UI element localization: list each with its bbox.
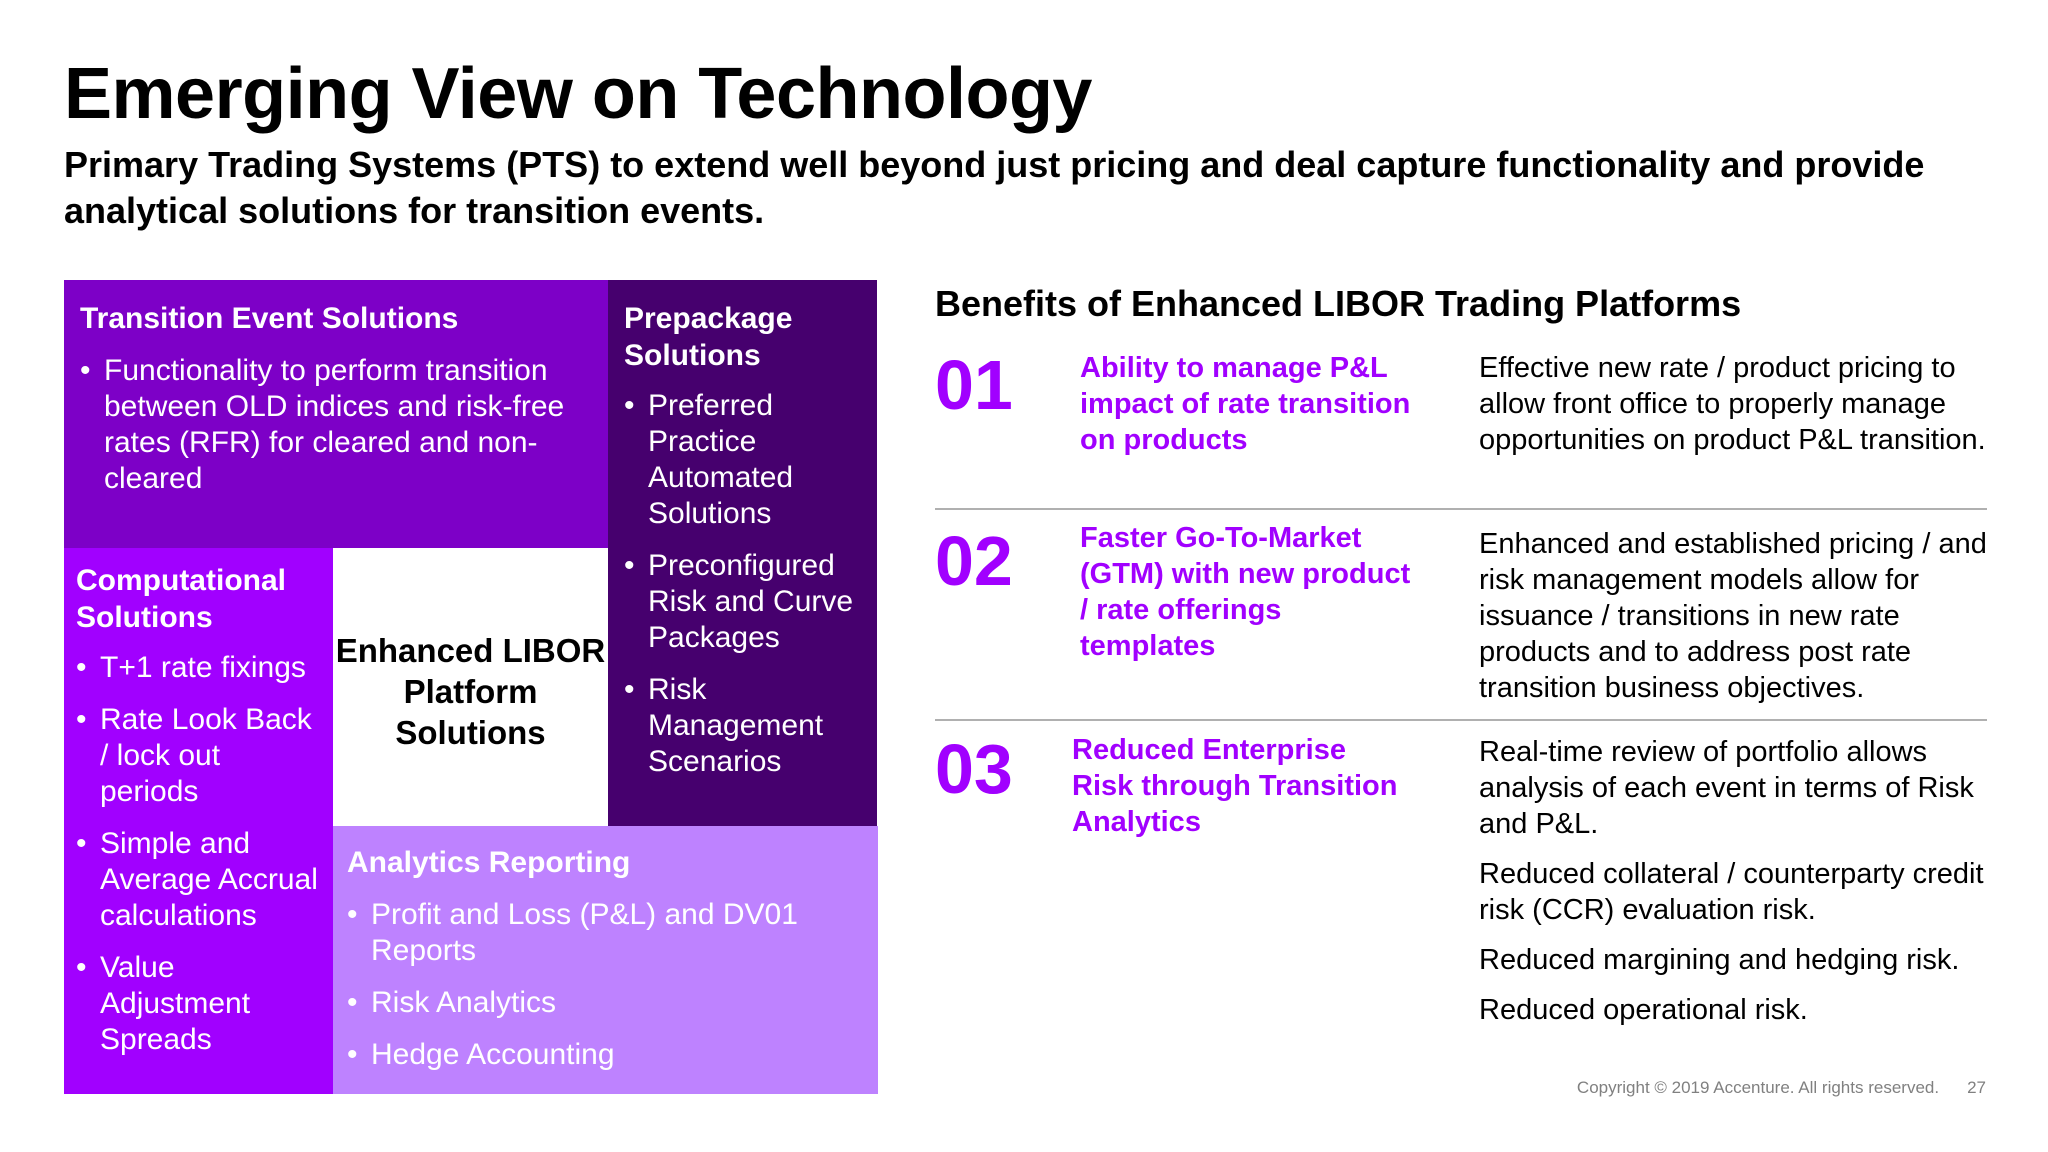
page-title: Emerging View on Technology bbox=[64, 54, 1092, 134]
list-item: Preferred Practice Automated Solutions bbox=[624, 388, 867, 532]
transition-event-list: Functionality to perform transition betw… bbox=[80, 353, 590, 497]
benefit-row: 01 Ability to manage P&L impact of rate … bbox=[935, 346, 1987, 506]
benefit-label: Ability to manage P&L impact of rate tra… bbox=[1080, 352, 1411, 456]
benefits-heading: Benefits of Enhanced LIBOR Trading Platf… bbox=[935, 283, 1742, 324]
page-number: 27 bbox=[1967, 1078, 1986, 1097]
benefit-label: Faster Go-To-Market (GTM) with new produ… bbox=[1080, 522, 1411, 662]
benefit-number: 02 bbox=[935, 522, 1013, 600]
computational-list: T+1 rate fixings Rate Look Back / lock o… bbox=[76, 650, 325, 1058]
list-item: T+1 rate fixings bbox=[76, 650, 325, 686]
benefit-row: 03 Reduced Enterprise Risk through Trans… bbox=[935, 728, 1987, 1048]
list-item: Functionality to perform transition betw… bbox=[80, 353, 590, 497]
benefit-description-text: Effective new rate / product pricing to … bbox=[1479, 352, 1986, 456]
benefit-description-text: Real-time review of portfolio allows ana… bbox=[1479, 736, 1974, 840]
benefit-description-text: Reduced operational risk. bbox=[1479, 994, 1808, 1026]
analytics-box: Analytics Reporting Profit and Loss (P&L… bbox=[333, 826, 878, 1094]
list-item: Profit and Loss (P&L) and DV01 Reports bbox=[347, 897, 866, 969]
divider bbox=[935, 719, 1987, 721]
list-item: Risk Management Scenarios bbox=[624, 672, 867, 780]
analytics-title: Analytics Reporting bbox=[347, 846, 631, 879]
center-label-text: Enhanced LIBOR Platform Solutions bbox=[335, 631, 606, 751]
benefit-description-text: Enhanced and established pricing / and r… bbox=[1479, 528, 1987, 704]
page-subtitle: Primary Trading Systems (PTS) to extend … bbox=[64, 144, 1925, 231]
list-item: Hedge Accounting bbox=[347, 1037, 866, 1073]
benefit-label: Reduced Enterprise Risk through Transiti… bbox=[1072, 734, 1398, 838]
list-item: Rate Look Back / lock out periods bbox=[76, 702, 325, 810]
benefit-description-text: Reduced collateral / counterparty credit… bbox=[1479, 858, 1984, 926]
footer: Copyright © 2019 Accenture. All rights r… bbox=[1577, 1078, 1986, 1098]
computational-box: Computational Solutions T+1 rate fixings… bbox=[64, 548, 333, 1094]
divider bbox=[935, 508, 1987, 510]
list-item: Simple and Average Accrual calculations bbox=[76, 826, 325, 934]
prepackage-title: Prepackage Solutions bbox=[624, 302, 793, 372]
list-item: Value Adjustment Spreads bbox=[76, 950, 325, 1058]
benefit-description: Effective new rate / product pricing to … bbox=[1479, 350, 1989, 472]
center-label: Enhanced LIBOR Platform Solutions bbox=[333, 548, 608, 826]
benefit-description: Real-time review of portfolio allows ana… bbox=[1479, 734, 1989, 1042]
benefit-description-text: Reduced margining and hedging risk. bbox=[1479, 944, 1960, 976]
copyright-text: Copyright © 2019 Accenture. All rights r… bbox=[1576, 1078, 1940, 1097]
benefit-number: 01 bbox=[935, 346, 1013, 424]
benefit-description: Enhanced and established pricing / and r… bbox=[1479, 526, 1989, 720]
list-item: Preconfigured Risk and Curve Packages bbox=[624, 548, 867, 656]
benefit-row: 02 Faster Go-To-Market (GTM) with new pr… bbox=[935, 516, 1987, 716]
transition-event-box: Transition Event Solutions Functionality… bbox=[64, 280, 608, 548]
transition-event-title: Transition Event Solutions bbox=[80, 302, 459, 335]
prepackage-list: Preferred Practice Automated Solutions P… bbox=[624, 388, 867, 780]
benefit-number: 03 bbox=[935, 730, 1013, 808]
prepackage-box: Prepackage Solutions Preferred Practice … bbox=[608, 280, 877, 826]
analytics-list: Profit and Loss (P&L) and DV01 Reports R… bbox=[347, 897, 866, 1073]
computational-title: Computational Solutions bbox=[76, 564, 286, 634]
list-item: Risk Analytics bbox=[347, 985, 866, 1021]
